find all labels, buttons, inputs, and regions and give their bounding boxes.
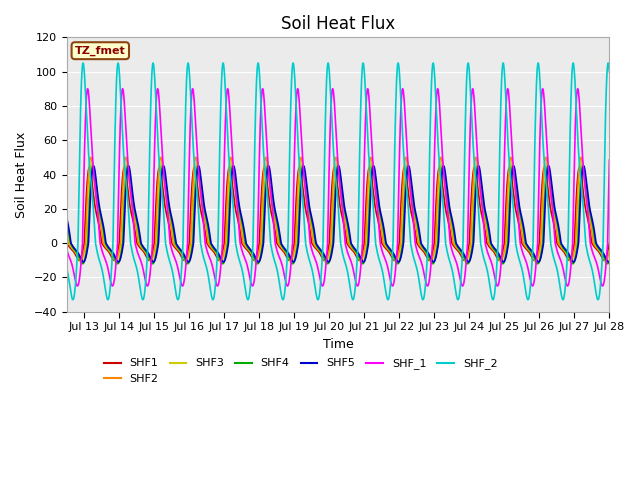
SHF5 — [605, 259, 613, 264]
SHF_1 — [63, 247, 70, 253]
SHF2 — [90, 178, 98, 183]
SHF3 — [494, 253, 502, 259]
SHF1 — [63, 240, 70, 246]
SHF4 — [259, 228, 267, 234]
SHF4 — [184, 261, 191, 266]
Line: SHF3: SHF3 — [67, 163, 609, 264]
SHF4 — [494, 252, 502, 258]
SHF_1 — [494, 283, 502, 288]
SHF3 — [259, 212, 267, 217]
SHF1 — [465, 241, 473, 247]
SHF4 — [605, 259, 613, 264]
SHF2 — [332, 155, 340, 160]
Line: SHF1: SHF1 — [67, 168, 609, 260]
SHF5 — [90, 164, 98, 169]
SHF_2 — [79, 60, 87, 66]
SHF4 — [384, 245, 392, 251]
SHF5 — [494, 250, 502, 255]
Text: TZ_fmet: TZ_fmet — [75, 46, 125, 56]
SHF4 — [465, 259, 473, 265]
SHF2 — [605, 248, 613, 253]
SHF1 — [408, 211, 415, 217]
SHF5 — [63, 215, 70, 221]
Line: SHF5: SHF5 — [67, 166, 609, 262]
SHF4 — [369, 163, 377, 169]
SHF_1 — [90, 174, 98, 180]
Line: SHF4: SHF4 — [67, 166, 609, 264]
SHF5 — [408, 180, 415, 186]
SHF5 — [465, 259, 473, 264]
SHF_1 — [408, 196, 415, 202]
SHF5 — [384, 243, 392, 249]
X-axis label: Time: Time — [323, 337, 353, 351]
SHF1 — [531, 257, 538, 263]
SHF_1 — [465, 168, 473, 174]
SHF1 — [494, 256, 502, 262]
SHF5 — [570, 259, 577, 265]
SHF_1 — [574, 86, 582, 92]
SHF_2 — [605, 69, 613, 75]
SHF3 — [384, 246, 392, 252]
SHF2 — [259, 177, 267, 183]
SHF_2 — [465, 67, 473, 72]
SHF4 — [408, 188, 415, 193]
SHF_1 — [384, 265, 392, 271]
SHF3 — [90, 168, 98, 174]
SHF3 — [408, 191, 415, 197]
SHF3 — [605, 256, 613, 262]
SHF_2 — [408, 246, 415, 252]
SHF4 — [90, 167, 98, 172]
SHF_2 — [90, 217, 98, 223]
Y-axis label: Soil Heat Flux: Soil Heat Flux — [15, 132, 28, 217]
SHF2 — [465, 249, 473, 254]
Line: SHF2: SHF2 — [67, 157, 609, 260]
SHF_1 — [259, 88, 267, 94]
SHF_1 — [424, 283, 431, 289]
SHF3 — [358, 261, 366, 266]
SHF4 — [63, 218, 70, 224]
SHF_2 — [384, 297, 392, 302]
SHF3 — [543, 160, 551, 166]
SHF5 — [259, 241, 267, 247]
Title: Soil Heat Flux: Soil Heat Flux — [281, 15, 396, 33]
Line: SHF_2: SHF_2 — [67, 63, 609, 300]
SHF_2 — [494, 236, 502, 241]
Legend: SHF1, SHF2, SHF3, SHF4, SHF5, SHF_1, SHF_2: SHF1, SHF2, SHF3, SHF4, SHF5, SHF_1, SHF… — [99, 354, 502, 388]
SHF1 — [156, 165, 163, 170]
SHF3 — [465, 257, 473, 263]
SHF3 — [63, 221, 70, 227]
SHF5 — [195, 163, 202, 169]
SHF1 — [90, 197, 98, 203]
SHF2 — [384, 246, 392, 252]
SHF2 — [408, 200, 415, 205]
SHF_1 — [605, 157, 613, 163]
SHF1 — [259, 168, 267, 174]
SHF2 — [494, 254, 502, 260]
Line: SHF_1: SHF_1 — [67, 89, 609, 286]
SHF1 — [384, 248, 392, 253]
SHF_2 — [63, 266, 70, 272]
SHF_2 — [259, 145, 267, 151]
SHF1 — [605, 240, 613, 246]
SHF_2 — [454, 297, 462, 302]
SHF2 — [182, 257, 189, 263]
SHF2 — [63, 229, 70, 235]
